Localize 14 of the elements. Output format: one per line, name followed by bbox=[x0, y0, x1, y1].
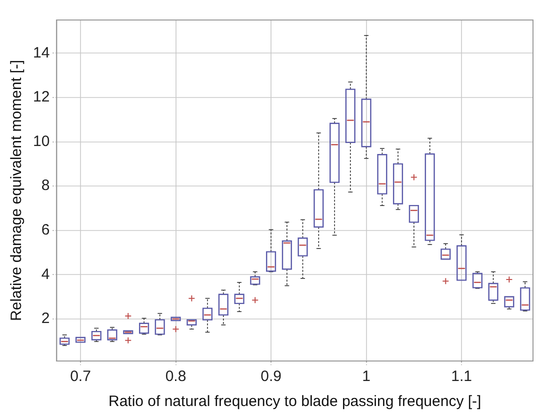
x-axis-title: Ratio of natural frequency to blade passing frequency [-] bbox=[108, 393, 482, 410]
y-tick-label: 10 bbox=[32, 132, 50, 150]
y-tick-label: 4 bbox=[41, 266, 50, 283]
y-tick-label: 14 bbox=[32, 44, 50, 62]
y-tick-label: 12 bbox=[32, 88, 50, 106]
y-axis-title: Relative damage equivalent moment [-] bbox=[8, 60, 26, 321]
x-tick-label: 0.7 bbox=[70, 368, 91, 386]
x-tick-label: 0.8 bbox=[165, 368, 186, 386]
y-tick-label: 6 bbox=[41, 222, 50, 238]
x-tick-label: 1 bbox=[362, 368, 370, 386]
x-tick-label: 0.9 bbox=[260, 368, 282, 386]
y-tick-label: 2 bbox=[41, 310, 50, 328]
x-tick-label: 1.1 bbox=[451, 368, 472, 386]
y-tick-label: 8 bbox=[41, 177, 50, 194]
